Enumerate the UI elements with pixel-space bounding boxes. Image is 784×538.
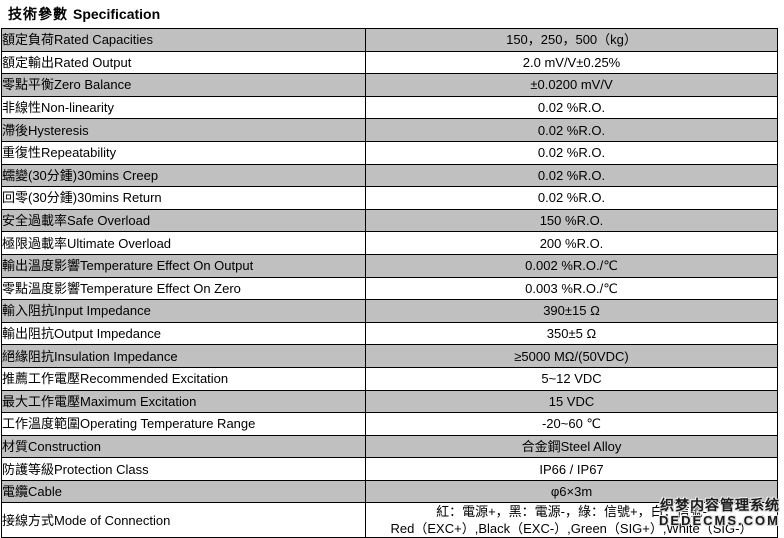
table-row: 輸入阻抗Input Impedance 390±15 Ω	[1, 299, 778, 323]
watermark: 织梦内容管理系统 DEDECMS.COM	[659, 497, 780, 528]
table-row: 零點平衡Zero Balance ±0.0200 mV/V	[1, 73, 778, 97]
spec-value: 200 %R.O.	[365, 231, 778, 255]
spec-value: 0.02 %R.O.	[365, 163, 778, 188]
spec-label: 滯後Hysteresis	[1, 118, 366, 142]
page-title: 技術參數 Specification	[0, 0, 784, 28]
table-row: 工作溫度範圍Operating Temperature Range -20~60 …	[1, 412, 778, 436]
spec-label: 重復性Repeatability	[1, 140, 366, 165]
spec-value: -20~60 ℃	[365, 412, 778, 436]
spec-value-line1: 紅：電源+，黑：電源-，綠：信號+，白：信號-	[436, 504, 707, 520]
table-row: 推薦工作電壓Recommended Excitation 5~12 VDC	[1, 366, 778, 391]
table-row: 額定輸出Rated Output 2.0 mV/V±0.25%	[1, 50, 778, 75]
table-row: 回零(30分鍾)30mins Return 0.02 %R.O.	[1, 186, 778, 210]
spec-value: 0.02 %R.O.	[365, 118, 778, 142]
table-row: 安全過載率Safe Overload 150 %R.O.	[1, 208, 778, 233]
table-row: 電纜Cable φ6×3m	[1, 479, 778, 504]
spec-value: 0.02 %R.O.	[365, 140, 778, 165]
spec-value: 15 VDC	[365, 389, 778, 414]
spec-value: 390±15 Ω	[365, 299, 778, 323]
spec-value: 0.02 %R.O.	[365, 186, 778, 210]
spec-value: 150，250，500（kg）	[365, 28, 778, 52]
spec-label: 非線性Non-linearity	[1, 95, 366, 120]
spec-value: 紅：電源+，黑：電源-，綠：信號+，白：信號- Red（EXC+）,Black（E…	[365, 502, 778, 538]
table-row: 蠕變(30分鍾)30mins Creep 0.02 %R.O.	[1, 163, 778, 188]
spec-label: 額定輸出Rated Output	[1, 50, 366, 75]
spec-value: φ6×3m	[365, 479, 778, 504]
spec-label: 蠕變(30分鍾)30mins Creep	[1, 163, 366, 188]
table-row: 接線方式Mode of Connection 紅：電源+，黑：電源-，綠：信號+，…	[1, 502, 778, 538]
spec-value: ≥5000 MΩ/(50VDC)	[365, 344, 778, 368]
spec-value: 0.002 %R.O./℃	[365, 253, 778, 278]
table-row: 滯後Hysteresis 0.02 %R.O.	[1, 118, 778, 142]
spec-label: 絕緣阻抗Insulation Impedance	[1, 344, 366, 368]
table-row: 輸出溫度影響Temperature Effect On Output 0.002 …	[1, 253, 778, 278]
spec-label: 接線方式Mode of Connection	[1, 502, 366, 538]
spec-value: 350±5 Ω	[365, 321, 778, 346]
spec-value: 0.02 %R.O.	[365, 95, 778, 120]
spec-value: 0.003 %R.O./℃	[365, 276, 778, 301]
spec-label: 額定負荷Rated Capacities	[1, 28, 366, 52]
table-row: 非線性Non-linearity 0.02 %R.O.	[1, 95, 778, 120]
watermark-line2: DEDECMS.COM	[659, 513, 780, 528]
spec-label: 推薦工作電壓Recommended Excitation	[1, 366, 366, 391]
spec-label: 電纜Cable	[1, 479, 366, 504]
spec-label: 最大工作電壓Maximum Excitation	[1, 389, 366, 414]
spec-label: 工作溫度範圍Operating Temperature Range	[1, 412, 366, 436]
spec-value: 5~12 VDC	[365, 366, 778, 391]
table-row: 極限過載率Ultimate Overload 200 %R.O.	[1, 231, 778, 255]
spec-value: 2.0 mV/V±0.25%	[365, 50, 778, 75]
page-title-english: Specification	[73, 6, 161, 22]
spec-label: 安全過載率Safe Overload	[1, 208, 366, 233]
spec-label: 輸出阻抗Output Impedance	[1, 321, 366, 346]
table-row: 最大工作電壓Maximum Excitation 15 VDC	[1, 389, 778, 414]
spec-label: 防護等級Protection Class	[1, 457, 366, 481]
spec-table: 額定負荷Rated Capacities 150，250，500（kg） 額定輸出R…	[1, 28, 778, 538]
spec-label: 零點平衡Zero Balance	[1, 73, 366, 97]
spec-label: 材質Construction	[1, 434, 366, 459]
table-row: 絕緣阻抗Insulation Impedance ≥5000 MΩ/(50VDC)	[1, 344, 778, 368]
spec-label: 零點溫度影響Temperature Effect On Zero	[1, 276, 366, 301]
table-row: 零點溫度影響Temperature Effect On Zero 0.003 %R…	[1, 276, 778, 301]
table-row: 重復性Repeatability 0.02 %R.O.	[1, 140, 778, 165]
table-row: 輸出阻抗Output Impedance 350±5 Ω	[1, 321, 778, 346]
spec-value: 合金鋼Steel Alloy	[365, 434, 778, 459]
table-row: 額定負荷Rated Capacities 150，250，500（kg）	[1, 28, 778, 52]
spec-value: ±0.0200 mV/V	[365, 73, 778, 97]
watermark-line1: 织梦内容管理系统	[660, 497, 780, 513]
spec-label: 輸出溫度影響Temperature Effect On Output	[1, 253, 366, 278]
spec-value-line2: Red（EXC+）,Black（EXC-）,Green（SIG+）,White（…	[390, 521, 753, 537]
table-row: 防護等級Protection Class IP66 / IP67	[1, 457, 778, 481]
spec-label: 極限過載率Ultimate Overload	[1, 231, 366, 255]
table-row: 材質Construction 合金鋼Steel Alloy	[1, 434, 778, 459]
spec-label: 輸入阻抗Input Impedance	[1, 299, 366, 323]
spec-table-body: 額定負荷Rated Capacities 150，250，500（kg） 額定輸出R…	[1, 28, 778, 538]
spec-value: 150 %R.O.	[365, 208, 778, 233]
page-title-chinese: 技術參數	[8, 6, 68, 22]
spec-label: 回零(30分鍾)30mins Return	[1, 186, 366, 210]
spec-value: IP66 / IP67	[365, 457, 778, 481]
